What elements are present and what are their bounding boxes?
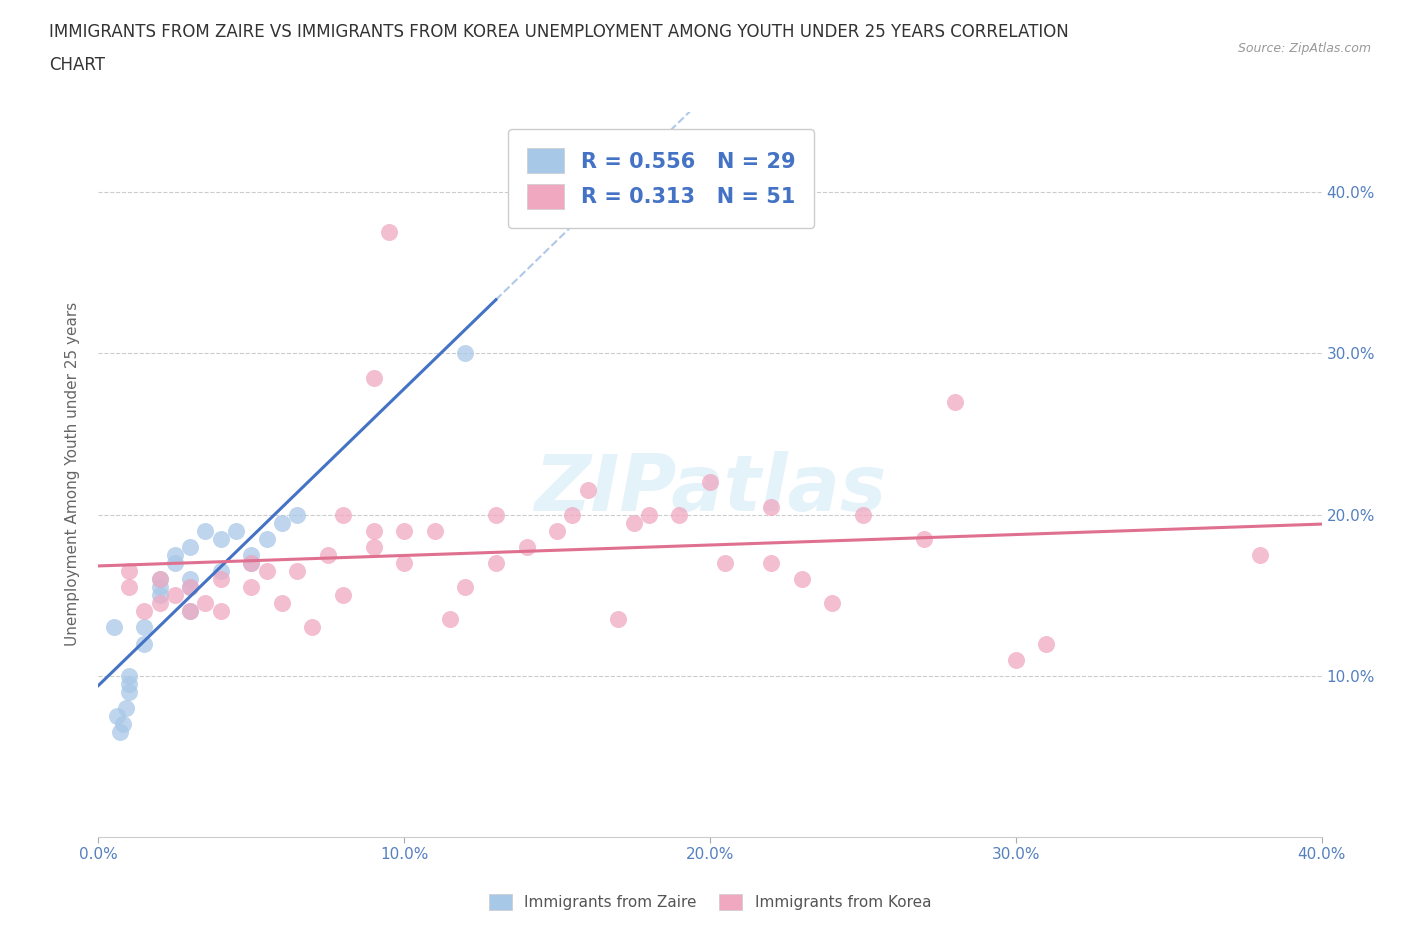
Point (108, 724, 131, 739)
Point (115, 700, 138, 715)
Y-axis label: Unemployment Among Youth under 25 years: Unemployment Among Youth under 25 years (65, 302, 80, 646)
Point (118, 684, 141, 699)
Point (209, 604, 232, 618)
Point (111, 717, 134, 732)
Point (134, 636, 156, 651)
Point (485, 507, 508, 522)
Point (194, 524, 217, 538)
Point (790, 572, 813, 587)
Point (363, 539, 385, 554)
Point (149, 596, 172, 611)
Point (363, 370, 385, 385)
Point (943, 394, 966, 409)
Point (149, 579, 172, 594)
Point (668, 507, 690, 522)
Point (240, 548, 263, 563)
Point (270, 596, 292, 611)
Point (332, 588, 354, 603)
Point (256, 531, 278, 546)
Point (179, 579, 201, 594)
Point (576, 483, 599, 498)
Point (912, 531, 935, 546)
Point (134, 620, 156, 635)
Point (118, 564, 141, 578)
Point (163, 555, 186, 570)
Point (714, 555, 737, 570)
Point (285, 564, 308, 578)
Point (1035, 636, 1057, 651)
Point (454, 579, 477, 594)
Point (1249, 548, 1271, 563)
Point (301, 620, 323, 635)
Point (209, 564, 232, 578)
Point (332, 507, 354, 522)
Point (149, 572, 172, 587)
Point (118, 676, 141, 691)
Point (209, 531, 232, 546)
Point (439, 612, 461, 627)
Point (179, 604, 201, 618)
Point (256, 564, 278, 578)
Point (546, 524, 568, 538)
Point (240, 555, 263, 570)
Point (163, 548, 186, 563)
Point (316, 548, 339, 563)
Point (623, 515, 645, 530)
Point (270, 515, 292, 530)
Point (1004, 652, 1026, 667)
Point (179, 579, 201, 594)
Point (759, 499, 782, 514)
Point (134, 604, 156, 618)
Point (179, 539, 201, 554)
Point (179, 604, 201, 618)
Text: ZIPatlas: ZIPatlas (534, 451, 886, 526)
Point (392, 555, 416, 570)
Point (149, 588, 172, 603)
Point (516, 539, 538, 554)
Legend: R = 0.556   N = 29, R = 0.313   N = 51: R = 0.556 N = 29, R = 0.313 N = 51 (508, 129, 814, 228)
Text: CHART: CHART (49, 56, 105, 73)
Point (118, 579, 141, 594)
Point (561, 507, 583, 522)
Point (637, 507, 661, 522)
Point (392, 524, 416, 538)
Point (118, 669, 141, 684)
Point (149, 572, 172, 587)
Point (225, 524, 247, 538)
Text: Source: ZipAtlas.com: Source: ZipAtlas.com (1237, 42, 1371, 55)
Point (240, 555, 263, 570)
Point (179, 572, 201, 587)
Point (852, 507, 875, 522)
Point (607, 612, 630, 627)
Text: IMMIGRANTS FROM ZAIRE VS IMMIGRANTS FROM KOREA UNEMPLOYMENT AMONG YOUTH UNDER 25: IMMIGRANTS FROM ZAIRE VS IMMIGRANTS FROM… (49, 23, 1069, 41)
Point (103, 620, 125, 635)
Point (240, 579, 263, 594)
Point (485, 555, 508, 570)
Point (699, 475, 721, 490)
Point (194, 596, 217, 611)
Point (378, 225, 401, 240)
Point (363, 524, 385, 538)
Point (759, 555, 782, 570)
Point (163, 588, 186, 603)
Point (821, 596, 844, 611)
Point (285, 507, 308, 522)
Point (423, 524, 446, 538)
Point (105, 709, 128, 724)
Point (454, 346, 477, 361)
Point (209, 572, 232, 587)
